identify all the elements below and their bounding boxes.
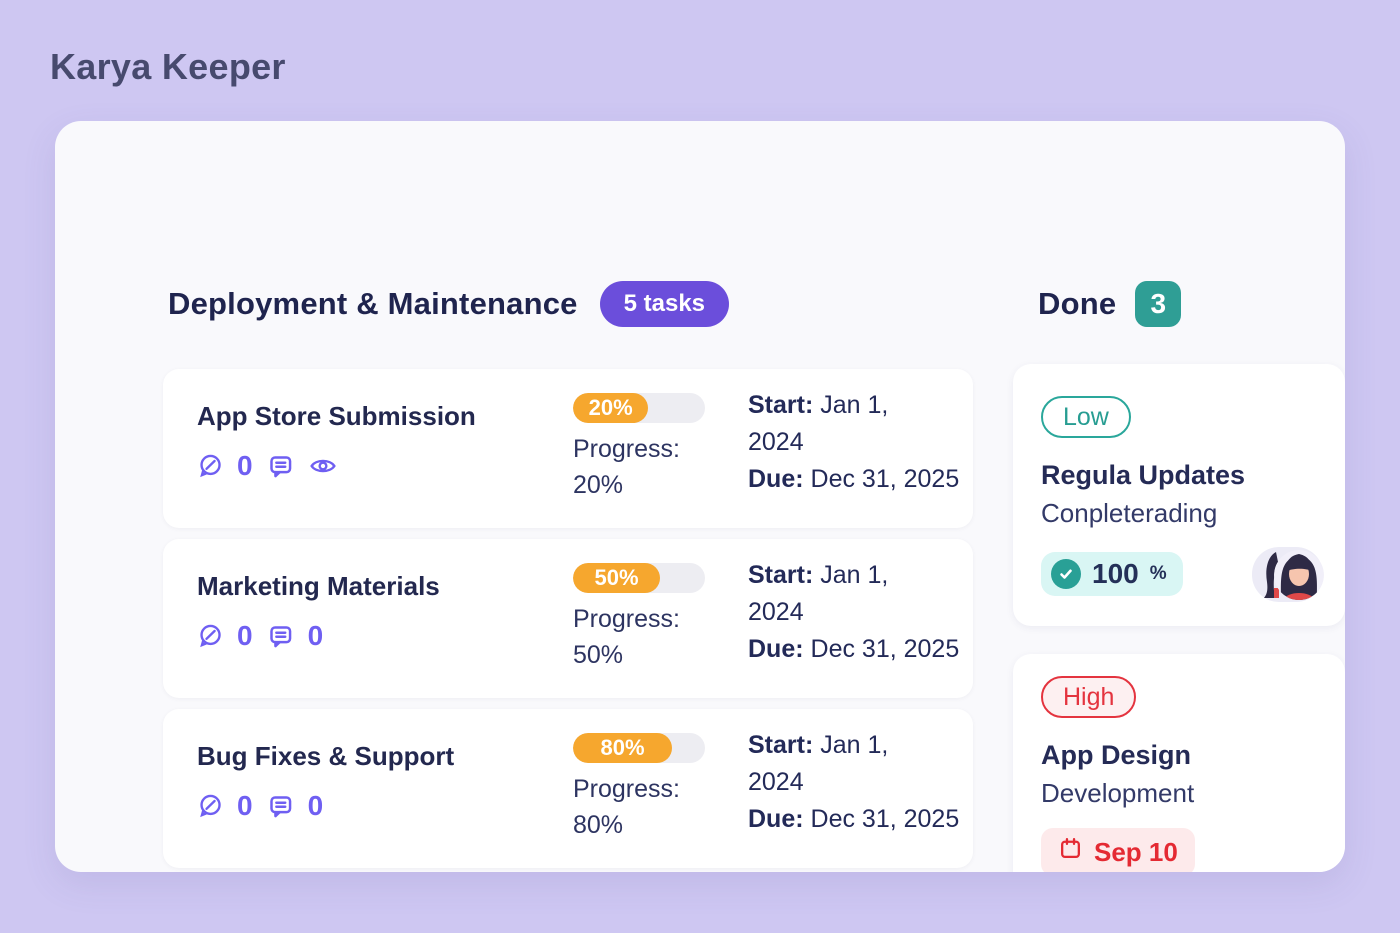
priority-badge-low: Low xyxy=(1041,396,1131,438)
task-card-bug-fixes-support[interactable]: Bug Fixes & Support 0 0 80% Progress: 80… xyxy=(163,709,973,868)
edit-icon[interactable] xyxy=(197,623,223,649)
watchers-eye-icon[interactable] xyxy=(308,453,338,479)
done-card-regula-updates[interactable]: Low Regula Updates Conpleterading 100% xyxy=(1013,364,1345,626)
column-title: Deployment & Maintenance xyxy=(168,286,578,321)
task-meta-row: 0 0 xyxy=(197,791,323,821)
done-card-subtitle: Conpleterading xyxy=(1041,498,1218,528)
app-title: Karya Keeper xyxy=(50,46,286,87)
progress-track: 20% xyxy=(573,393,705,423)
edit-count: 0 xyxy=(237,620,253,651)
column-header-deployment: Deployment & Maintenance 5 tasks xyxy=(168,281,730,327)
column-header-done: Done 3 xyxy=(1038,281,1182,327)
comments-icon[interactable] xyxy=(267,793,294,820)
column-title: Done xyxy=(1038,286,1117,321)
progress-fill: 80% xyxy=(573,733,672,763)
task-progress: 50% Progress: 50% xyxy=(573,563,733,673)
task-title: Marketing Materials xyxy=(197,571,440,601)
done-card-subtitle: Development xyxy=(1041,778,1195,808)
check-circle-icon xyxy=(1051,559,1081,589)
comments-icon[interactable] xyxy=(267,623,294,650)
edit-icon[interactable] xyxy=(197,793,223,819)
comments-icon[interactable] xyxy=(267,453,294,480)
task-dates: Start: Jan 1, 2024 Due: Dec 31, 2025 xyxy=(748,731,960,833)
priority-badge-high: High xyxy=(1041,676,1137,718)
task-dates: Start: Jan 1, 2024 Due: Dec 31, 2025 xyxy=(748,391,960,493)
completion-pill: 100% xyxy=(1041,552,1183,596)
kanban-board: Deployment & Maintenance 5 tasks App Sto… xyxy=(55,121,1345,872)
task-count-badge: 5 tasks xyxy=(599,281,730,327)
progress-track: 80% xyxy=(573,733,705,763)
edit-count: 0 xyxy=(237,790,253,821)
edit-icon[interactable] xyxy=(197,453,223,479)
task-dates: Start: Jan 1, 2024 Due: Dec 31, 2025 xyxy=(748,561,960,663)
progress-caption: Progress: 80% xyxy=(573,775,680,839)
task-title: App Store Submission xyxy=(197,401,476,431)
done-card-title: App Design xyxy=(1041,740,1192,770)
done-card-title: Regula Updates xyxy=(1041,460,1246,490)
task-title: Bug Fixes & Support xyxy=(197,741,455,771)
task-card-marketing-materials[interactable]: Marketing Materials 0 0 50% Progress: 50… xyxy=(163,539,973,698)
done-card-app-design[interactable]: High App Design Development Sep 10 4 xyxy=(1013,654,1345,872)
task-progress: 80% Progress: 80% xyxy=(573,733,733,843)
comment-count: 0 xyxy=(307,790,324,821)
assignees-avatar xyxy=(1252,547,1324,602)
due-date-pill: Sep 10 xyxy=(1041,828,1195,872)
progress-caption: Progress: 20% xyxy=(573,435,680,499)
task-meta-row: 0 xyxy=(197,451,338,481)
progress-track: 50% xyxy=(573,563,705,593)
task-card-app-store-submission[interactable]: App Store Submission 0 20% Progress: 20%… xyxy=(163,369,973,528)
progress-caption: Progress: 50% xyxy=(573,605,680,669)
done-count-badge: 3 xyxy=(1135,281,1182,327)
calendar-icon xyxy=(1058,836,1083,868)
progress-fill: 50% xyxy=(573,563,661,593)
task-progress: 20% Progress: 20% xyxy=(573,393,733,503)
comment-count: 0 xyxy=(307,620,324,651)
task-meta-row: 0 0 xyxy=(197,621,323,651)
edit-count: 0 xyxy=(237,450,253,481)
progress-fill: 20% xyxy=(573,393,649,423)
